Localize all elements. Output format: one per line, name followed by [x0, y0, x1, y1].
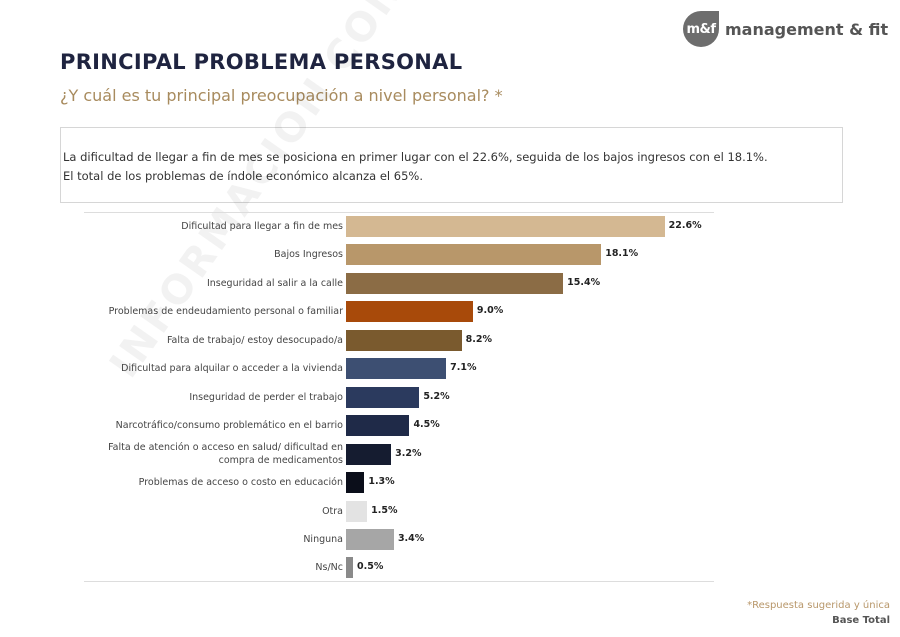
base-label: Base Total	[832, 615, 890, 626]
bar	[346, 301, 473, 323]
bar	[346, 386, 420, 408]
data-label: 3.4%	[397, 532, 425, 544]
bar	[346, 415, 410, 437]
top-divider	[84, 212, 714, 213]
data-label: 22.6%	[668, 220, 702, 231]
bar	[346, 329, 462, 351]
category-label: Dificultad para alquilar o acceder a la …	[121, 363, 343, 375]
data-label: 1.3%	[368, 476, 395, 488]
category-label: Dificultad para llegar a fin de mes	[181, 221, 343, 232]
data-label: 3.2%	[395, 447, 422, 459]
data-label: 5.2%	[423, 390, 450, 402]
data-label: 1.5%	[371, 504, 398, 516]
category-label: Problemas de endeudamiento personal o fa…	[108, 306, 343, 318]
category-label: Bajos Ingresos	[274, 249, 343, 261]
logo: m&f management & fit	[683, 11, 888, 47]
data-label: 9.0%	[476, 305, 504, 317]
bottom-divider	[84, 581, 714, 582]
bar	[346, 528, 394, 550]
summary-line-1: La dificultad de llegar a fin de mes se …	[63, 150, 768, 164]
category-label: Ninguna	[303, 533, 343, 545]
category-label: Inseguridad de perder el trabajo	[189, 391, 343, 403]
bar	[346, 472, 365, 494]
logo-mark: m&f	[683, 11, 719, 47]
bar	[346, 244, 602, 266]
bar	[346, 358, 447, 380]
footnote: *Respuesta sugerida y única	[747, 600, 890, 611]
logo-text: management & fit	[725, 19, 889, 39]
bar	[346, 272, 564, 294]
category-label: Ns/Nc	[315, 562, 343, 574]
summary-line-2: El total de los problemas de índole econ…	[63, 169, 423, 183]
data-label: 8.2%	[465, 333, 492, 345]
data-label: 4.5%	[413, 419, 440, 431]
data-label: 15.4%	[567, 276, 601, 288]
bar	[346, 443, 392, 465]
summary-box: La dificultad de llegar a fin de mes se …	[60, 127, 843, 203]
category-label: Falta de trabajo/ estoy desocupado/a	[166, 334, 343, 346]
page-subtitle: ¿Y cuál es tu principal preocupación a n…	[60, 86, 503, 105]
category-label: Narcotráfico/consumo problemático en el …	[115, 420, 343, 432]
data-label: 0.5%	[357, 561, 384, 573]
bar	[346, 500, 368, 522]
bar	[346, 557, 354, 579]
page-title: PRINCIPAL PROBLEMA PERSONAL	[60, 50, 463, 74]
bar	[346, 216, 665, 237]
category-label: Problemas de acceso o costo en educación	[138, 477, 343, 489]
category-label: Otra	[322, 505, 343, 517]
category-label: Inseguridad al salir a la calle	[206, 277, 343, 289]
category-label: Falta de atención o acceso en salud/ dif…	[108, 442, 343, 467]
data-label: 18.1%	[605, 248, 639, 260]
data-label: 7.1%	[450, 362, 477, 374]
